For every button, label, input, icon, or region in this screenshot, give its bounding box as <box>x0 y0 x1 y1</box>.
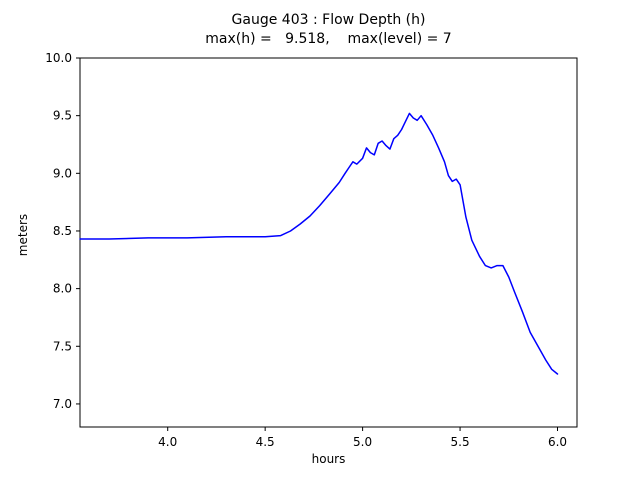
x-tick-label: 6.0 <box>548 435 567 449</box>
x-tick-label: 5.0 <box>353 435 372 449</box>
y-tick-label: 10.0 <box>45 51 72 65</box>
y-axis-label: meters <box>16 213 30 257</box>
x-axis-label: hours <box>311 452 346 466</box>
y-tick-label: 8.0 <box>53 282 72 296</box>
x-tick-label: 5.5 <box>451 435 470 449</box>
flow-depth-line <box>79 112 559 375</box>
y-tick-label: 9.0 <box>53 166 72 180</box>
y-tick-label: 7.5 <box>53 339 72 353</box>
y-tick-label: 9.5 <box>53 109 72 123</box>
y-tick-label: 8.5 <box>53 224 72 238</box>
y-tick-label: 7.0 <box>53 397 72 411</box>
axes-frame <box>79 57 578 428</box>
chart-title: Gauge 403 : Flow Depth (h) <box>231 12 426 28</box>
chart-subtitle: max(h) = 9.518, max(level) = 7 <box>205 31 452 47</box>
x-tick-label: 4.5 <box>256 435 275 449</box>
x-tick-label: 4.0 <box>158 435 177 449</box>
